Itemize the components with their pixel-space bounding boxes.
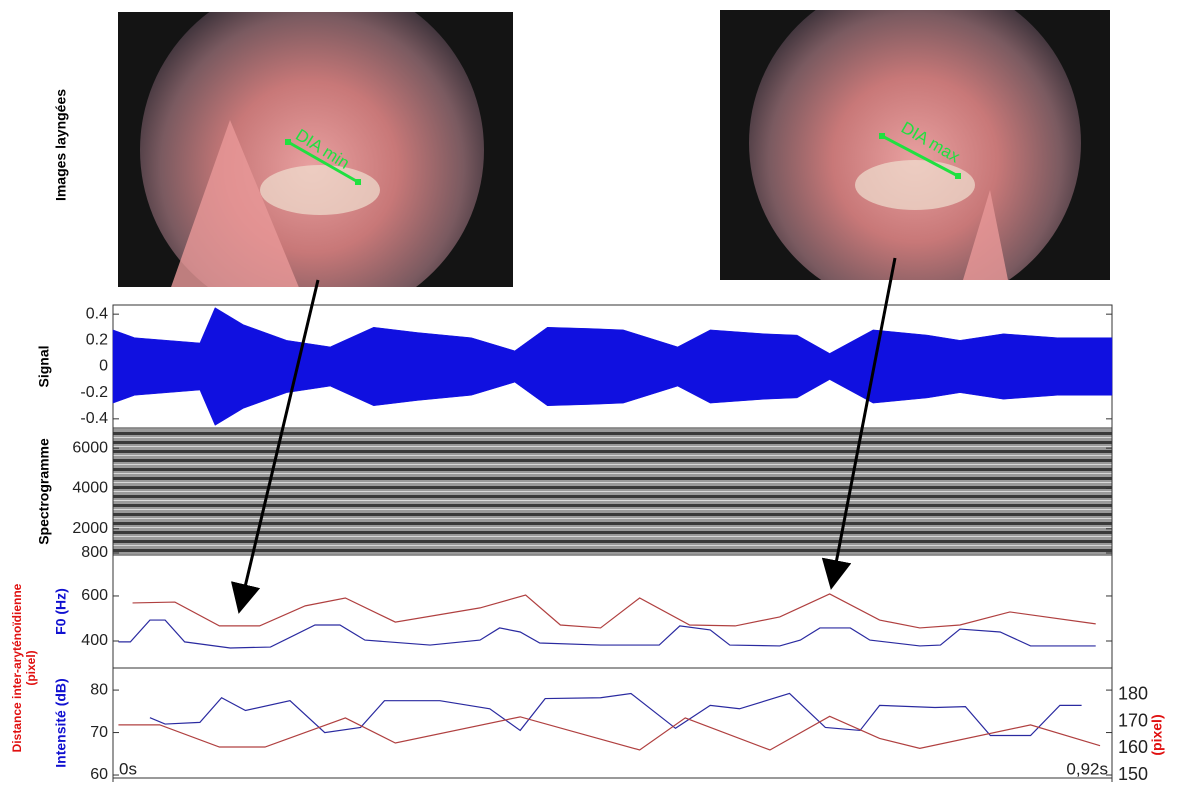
y-tick-label: 0.2 (86, 332, 108, 349)
signal-lower (112, 366, 1113, 426)
y-tick-label: 2000 (72, 520, 108, 537)
y-tick-label: -0.4 (80, 410, 108, 427)
y-tick-label: 800 (81, 544, 108, 561)
series-line (149, 692, 1082, 737)
y-axis-label: F0 (Hz) (53, 588, 69, 635)
laryngeal-image-left: DIA min (118, 12, 513, 287)
y-tick-label: 4000 (72, 480, 108, 497)
y2-axis-label: (pixel) (1149, 714, 1165, 755)
y-axis-label: Signal (36, 345, 52, 387)
y-tick-label: 60 (90, 766, 108, 783)
y-tick-label: 0 (99, 358, 108, 375)
y-axis-label: Intensité (dB) (53, 678, 69, 767)
plot-frame (112, 667, 1113, 779)
y2-tick-label: 170 (1118, 710, 1148, 730)
y2-tick-label: 150 (1118, 764, 1148, 784)
y-tick-label: 6000 (72, 439, 108, 456)
spectrogram (113, 428, 1112, 555)
y-tick-label: 0.4 (86, 305, 108, 322)
x-tick-label: 0s (119, 759, 137, 778)
plots: Signal 0.4 0.2 0 -0.2 -0.4 Spectrogramme 6000 40… (10, 304, 1165, 784)
y-tick-label: -0.2 (80, 384, 108, 401)
distance-axis-label: (pixel) (24, 650, 38, 685)
arrow (230, 279, 320, 614)
y-tick-label: 80 (90, 681, 108, 698)
y-tick-label: 600 (81, 587, 108, 604)
distance-axis-label: Distance inter-aryténoïdienne (10, 583, 24, 752)
series-line (118, 619, 1096, 649)
y-tick-label: 400 (81, 632, 108, 649)
y-axis-label: Spectrogramme (36, 438, 52, 545)
plot-frame (112, 554, 1113, 669)
y-tick-label: 70 (90, 724, 108, 741)
x-tick-label: 0,92s (1066, 759, 1108, 778)
y2-tick-label: 160 (1118, 737, 1148, 757)
series-line (118, 715, 1101, 751)
laryngeal-image-right: DIA max (720, 10, 1110, 280)
series-line (132, 593, 1096, 629)
images-label: Images layngées (53, 89, 69, 201)
arrow (821, 257, 897, 590)
signal-upper (112, 307, 1113, 367)
y2-tick-label: 180 (1118, 684, 1148, 704)
